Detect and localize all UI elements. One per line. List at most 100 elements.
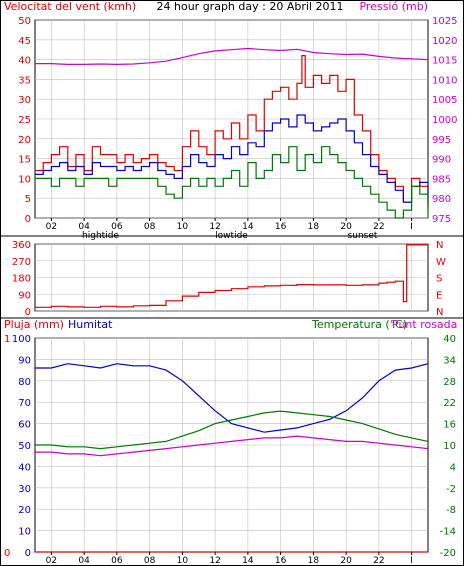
x-tick-label: 08 (144, 222, 156, 232)
rain-tick-label: 0 (4, 548, 10, 559)
y-tick-label-right: 995 (432, 135, 451, 146)
y-tick-label-left: 20 (18, 135, 31, 146)
x-tick-label: I (410, 222, 413, 232)
x-tick-label: 10 (177, 222, 189, 232)
x-tick-label: 14 (242, 556, 254, 566)
y-tick-label-left: 270 (12, 257, 31, 268)
y-tick-label-right: 4 (450, 462, 456, 473)
x-tick-label: 12 (209, 556, 220, 566)
x-tick-label: 04 (78, 556, 90, 566)
y-tick-label-right: 1000 (432, 115, 457, 126)
dew-point-label: Punt rosada (392, 318, 457, 331)
y-tick-label-right: -2 (446, 484, 456, 495)
y-tick-label-left: 0 (25, 307, 31, 318)
y-tick-label-right: 22 (443, 398, 456, 409)
series-line-3 (35, 47, 429, 66)
humidity-label: Humitat (68, 318, 113, 331)
y-tick-label-right: -14 (440, 527, 456, 538)
y-tick-label-left: 90 (18, 355, 31, 366)
y-tick-label-right: 1015 (432, 56, 457, 67)
y-tick-label-left: 30 (18, 484, 31, 495)
series-line-2 (35, 435, 429, 457)
x-tick-label: I (410, 556, 413, 566)
rain-tick-label: 1 (4, 334, 10, 345)
y-tick-label-left: 0 (25, 214, 31, 225)
x-tick-label: 08 (144, 556, 156, 566)
y-tick-label-left: 50 (18, 16, 31, 27)
tide-marker-label: hightide (82, 231, 119, 241)
y-tick-label-right: 1010 (432, 75, 457, 86)
tide-marker-label: sunset (348, 231, 378, 241)
x-tick-label: 18 (308, 222, 320, 232)
x-tick-label: 04 (78, 222, 90, 232)
y-tick-label-left: 30 (18, 95, 31, 106)
compass-label: N (436, 307, 443, 318)
tide-marker-label: lowtide (215, 231, 248, 241)
pressure-label: Pressió (mb) (359, 0, 428, 13)
series-line-0 (35, 363, 429, 433)
y-tick-label-right: 990 (432, 155, 451, 166)
y-tick-label-left: 10 (18, 174, 31, 185)
x-tick-label: 16 (275, 556, 287, 566)
compass-label: E (436, 290, 442, 301)
x-tick-label: 14 (242, 222, 254, 232)
chart-title: 24 hour graph day : 20 Abril 2011 (157, 0, 344, 13)
y-tick-label-right: 40 (443, 334, 456, 345)
y-tick-label-left: 180 (12, 274, 31, 285)
wind-direction-line (35, 244, 429, 308)
series-line-2 (35, 146, 429, 219)
y-tick-label-left: 35 (18, 75, 31, 86)
y-tick-label-right: 1005 (432, 95, 457, 106)
compass-label: N (436, 240, 443, 251)
humidity-temperature-panel: 0102030405060708090100-20-14-8-241016222… (4, 334, 456, 566)
y-tick-label-right: 28 (443, 377, 456, 388)
x-tick-label: 20 (340, 556, 352, 566)
y-tick-label-left: 80 (18, 377, 31, 388)
compass-label: S (436, 274, 442, 285)
series-line-1 (35, 114, 429, 207)
wind-pressure-panel: 0510152025303540455097598098599099510001… (18, 16, 457, 241)
y-tick-label-left: 70 (18, 398, 31, 409)
compass-label: W (436, 257, 446, 268)
rain-label: Pluja (mm) (4, 318, 64, 331)
y-tick-label-right: 1020 (432, 36, 457, 47)
x-tick-label: 18 (308, 556, 320, 566)
y-tick-label-right: 980 (432, 194, 451, 205)
y-tick-label-left: 50 (18, 441, 31, 452)
y-tick-label-left: 60 (18, 420, 31, 431)
y-tick-label-left: 100 (12, 334, 31, 345)
y-tick-label-right: 1025 (432, 16, 457, 27)
y-tick-label-right: 34 (443, 355, 456, 366)
wind-speed-label: Velocitat del vent (kmh) (4, 0, 136, 13)
y-tick-label-left: 25 (18, 115, 31, 126)
x-tick-label: 20 (340, 222, 352, 232)
temperature-label: Temperatura (°C) (311, 318, 407, 331)
y-tick-label-left: 10 (18, 527, 31, 538)
y-tick-label-left: 20 (18, 505, 31, 516)
y-tick-label-left: 40 (18, 56, 31, 67)
x-tick-label: 06 (111, 556, 123, 566)
x-tick-label: 10 (177, 556, 189, 566)
y-tick-label-left: 40 (18, 462, 31, 473)
y-tick-label-right: 975 (432, 214, 451, 225)
y-tick-label-left: 0 (25, 548, 31, 559)
x-tick-label: 02 (46, 222, 57, 232)
y-tick-label-right: -8 (446, 505, 456, 516)
y-tick-label-right: 985 (432, 174, 451, 185)
y-tick-label-right: 10 (443, 441, 456, 452)
y-tick-label-right: -20 (440, 548, 456, 559)
x-tick-label: 06 (111, 222, 123, 232)
x-tick-label: 12 (209, 222, 220, 232)
x-tick-label: 22 (373, 222, 384, 232)
y-tick-label-left: 45 (18, 36, 31, 47)
x-tick-label: 02 (46, 556, 57, 566)
y-tick-label-left: 15 (18, 155, 31, 166)
series-line-1 (35, 410, 429, 450)
y-tick-label-left: 5 (25, 194, 31, 205)
series-line-0 (35, 55, 429, 211)
y-tick-label-left: 360 (12, 240, 31, 251)
y-tick-label-left: 90 (18, 290, 31, 301)
x-tick-label: 22 (373, 556, 384, 566)
